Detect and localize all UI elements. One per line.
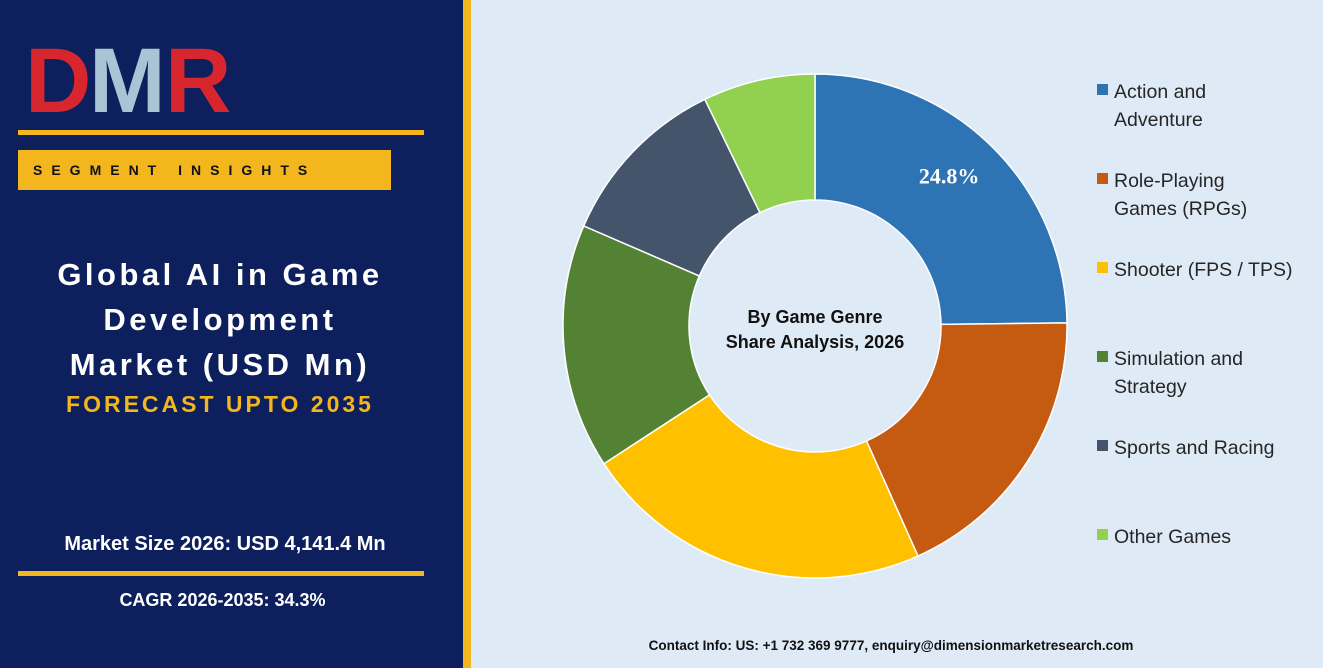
chart-legend: Action and Adventure Role-Playing Games (RP… (1097, 0, 1323, 600)
legend-item-2: Role-Playing Games (RPGs) (1097, 167, 1314, 223)
report-title: Global AI in Game Development Market (US… (0, 252, 440, 419)
left-panel: D M R SEGMENT INSIGHTS Global AI in Game… (0, 0, 463, 668)
legend-label-5: Sports and Racing (1114, 437, 1275, 459)
center-label-line-1: By Game Genre (747, 307, 882, 327)
center-label-line-2: Share Analysis, 2026 (726, 332, 904, 352)
donut-slice-4 (562, 224, 711, 465)
legend-swatch-6 (1097, 529, 1108, 540)
donut-chart: 24.8% By Game Genre Share Analysis, 2026 (562, 73, 1068, 579)
cagr-text: CAGR 2026-2035: 34.3% (119, 590, 326, 610)
legend-label-2: Role-Playing Games (RPGs) (1114, 170, 1248, 220)
donut-slice-6 (703, 73, 816, 214)
data-label-1: 24.8% (919, 164, 980, 189)
segment-insights-banner: SEGMENT INSIGHTS (18, 150, 391, 190)
legend-item-5: Sports and Racing (1097, 434, 1314, 462)
title-line-2: Development (103, 302, 337, 337)
legend-item-4: Simulation and Strategy (1097, 345, 1314, 401)
market-size-text: Market Size 2026: USD 4,141.4 Mn (64, 533, 386, 555)
logo-letter-d: D (25, 36, 88, 118)
top-gold-line (18, 130, 424, 135)
legend-swatch-4 (1097, 351, 1108, 362)
logo-letter-m: M (89, 36, 160, 118)
dmr-logo: D M R (25, 36, 231, 118)
chart-panel: 24.8% By Game Genre Share Analysis, 2026 A… (471, 0, 1323, 668)
gold-divider (463, 0, 471, 668)
legend-swatch-3 (1097, 262, 1108, 273)
bottom-gold-line (18, 571, 424, 576)
legend-item-3: Shooter (FPS / TPS) (1097, 256, 1314, 284)
contact-info: Contact Info: US: +1 732 369 9777, enqui… (648, 638, 1134, 653)
logo-letter-r: R (165, 36, 231, 118)
legend-label-4: Simulation and Strategy (1114, 348, 1243, 398)
legend-swatch-1 (1097, 84, 1108, 95)
legend-swatch-2 (1097, 173, 1108, 184)
legend-item-6: Other Games (1097, 523, 1314, 551)
forecast-subtitle: FORECAST UPTO 2035 (66, 391, 374, 417)
segment-insights-label: SEGMENT INSIGHTS (33, 162, 317, 178)
legend-item-1: Action and Adventure (1097, 78, 1314, 134)
donut-slice-3 (602, 393, 919, 579)
legend-label-6: Other Games (1114, 526, 1232, 548)
legend-label-1: Action and Adventure (1114, 81, 1207, 131)
legend-swatch-5 (1097, 440, 1108, 451)
title-line-3: Market (USD Mn) (69, 347, 371, 382)
title-line-1: Global AI in Game (57, 257, 383, 292)
legend-label-3: Shooter (FPS / TPS) (1114, 259, 1293, 281)
donut-slice-2 (865, 322, 1068, 557)
donut-slice-1 (814, 73, 1068, 326)
